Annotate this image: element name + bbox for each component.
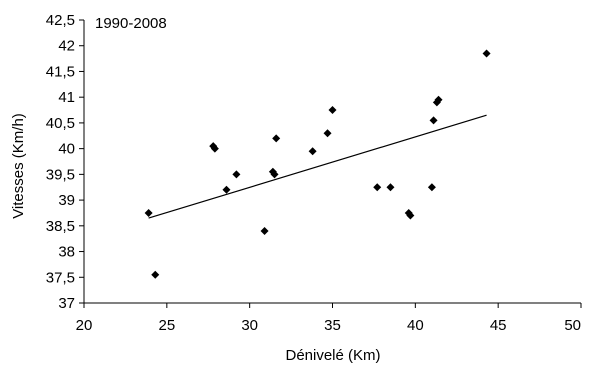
y-tick-label: 40 — [58, 141, 75, 158]
data-point — [427, 183, 436, 192]
data-point — [151, 270, 160, 279]
data-point — [232, 170, 241, 179]
data-point — [260, 226, 269, 235]
data-point — [328, 106, 337, 115]
x-tick-label: 45 — [490, 317, 507, 334]
data-point — [434, 95, 443, 104]
data-point — [429, 116, 438, 125]
x-axis-title: Dénivelé (Km) — [285, 347, 380, 364]
trendline — [148, 114, 487, 219]
y-tick-label: 37 — [58, 295, 75, 312]
y-tick-label: 37,5 — [46, 269, 75, 286]
data-point — [308, 147, 317, 156]
x-tick-label: 50 — [564, 317, 581, 334]
data-point — [270, 170, 279, 179]
x-tick-label: 35 — [324, 317, 341, 334]
y-tick-label: 39 — [58, 192, 75, 209]
data-points — [144, 49, 491, 279]
x-tick-label: 20 — [76, 317, 93, 334]
x-tick-label: 25 — [158, 317, 175, 334]
y-tick-label: 38 — [58, 244, 75, 261]
y-tick-label: 39,5 — [46, 166, 75, 183]
trendline-group — [148, 114, 487, 219]
y-tick-label: 42 — [58, 38, 75, 55]
data-point — [386, 183, 395, 192]
y-tick-label: 41,5 — [46, 63, 75, 80]
y-tick-label: 38,5 — [46, 218, 75, 235]
y-tick-label: 42,5 — [46, 12, 75, 29]
data-point — [210, 144, 219, 153]
y-tick-label: 40,5 — [46, 115, 75, 132]
x-axis: 20 25 30 35 40 45 50 — [76, 302, 582, 334]
x-tick-label: 30 — [241, 317, 258, 334]
data-point — [406, 211, 415, 220]
data-point — [272, 134, 281, 143]
y-axis: 37 37,5 38 38,5 39 39,5 40 40,5 41 41,5 42 42,5 — [46, 12, 85, 312]
data-point — [222, 185, 231, 194]
data-point — [482, 49, 491, 58]
data-point — [323, 129, 332, 138]
period-annotation: 1990-2008 — [95, 15, 167, 32]
x-tick-label: 40 — [407, 317, 424, 334]
y-tick-label: 41 — [58, 89, 75, 106]
data-point — [373, 183, 382, 192]
data-point — [144, 208, 153, 217]
y-axis-title: Vitesses (Km/h) — [10, 113, 27, 219]
